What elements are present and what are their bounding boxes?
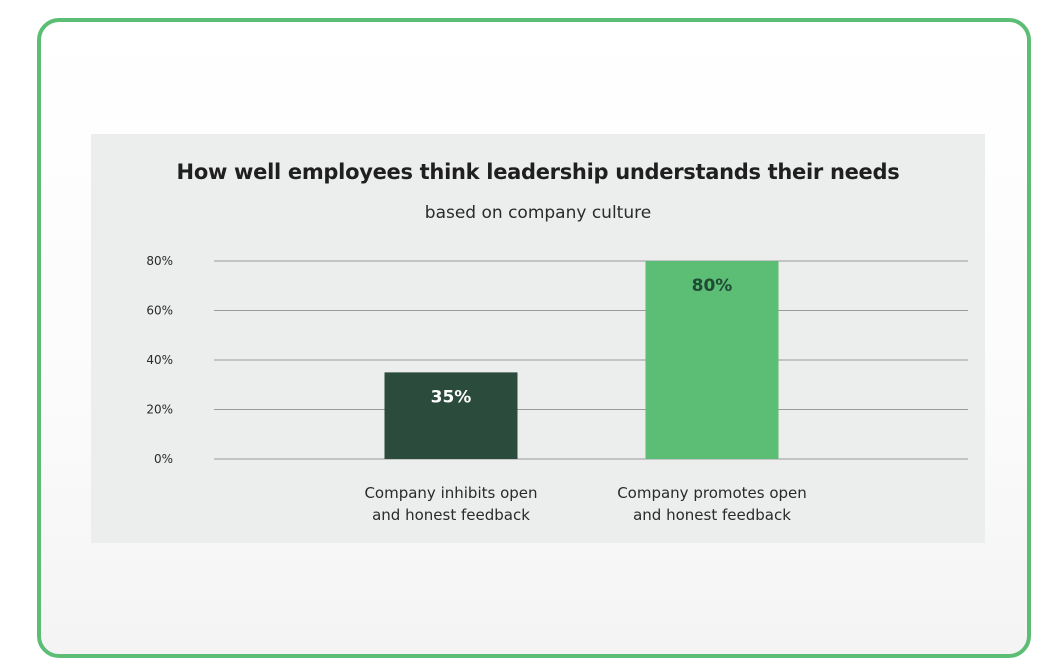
bar [384, 372, 518, 459]
bar-value-labels: 35% 80% [431, 276, 733, 407]
bar-value-label: 80% [692, 276, 733, 296]
y-tick-label: 20% [146, 403, 173, 417]
y-tick-label: 0% [154, 452, 173, 466]
bar-value-label: 35% [431, 387, 472, 407]
y-axis-ticks: 0% 20% 40% 60% 80% [146, 254, 173, 466]
chart-title: How well employees think leadership unde… [176, 160, 900, 184]
gridlines [214, 260, 968, 460]
category-label: Company promotes open and honest feedback [617, 484, 807, 524]
y-tick-label: 80% [146, 254, 173, 268]
y-tick-label: 40% [146, 353, 173, 367]
bar-chart: 0% 20% 40% 60% 80% 35% 80% Company inhibits o… [146, 254, 968, 524]
y-tick-label: 60% [146, 304, 173, 318]
x-axis-categories: Company inhibits open and honest feedback… [364, 484, 806, 524]
bar [645, 261, 779, 459]
chart-subtitle: based on company culture [424, 203, 652, 223]
chart-panel: How well employees think leadership unde… [91, 134, 985, 543]
bars [384, 261, 779, 459]
category-label: Company inhibits open and honest feedback [364, 484, 537, 524]
